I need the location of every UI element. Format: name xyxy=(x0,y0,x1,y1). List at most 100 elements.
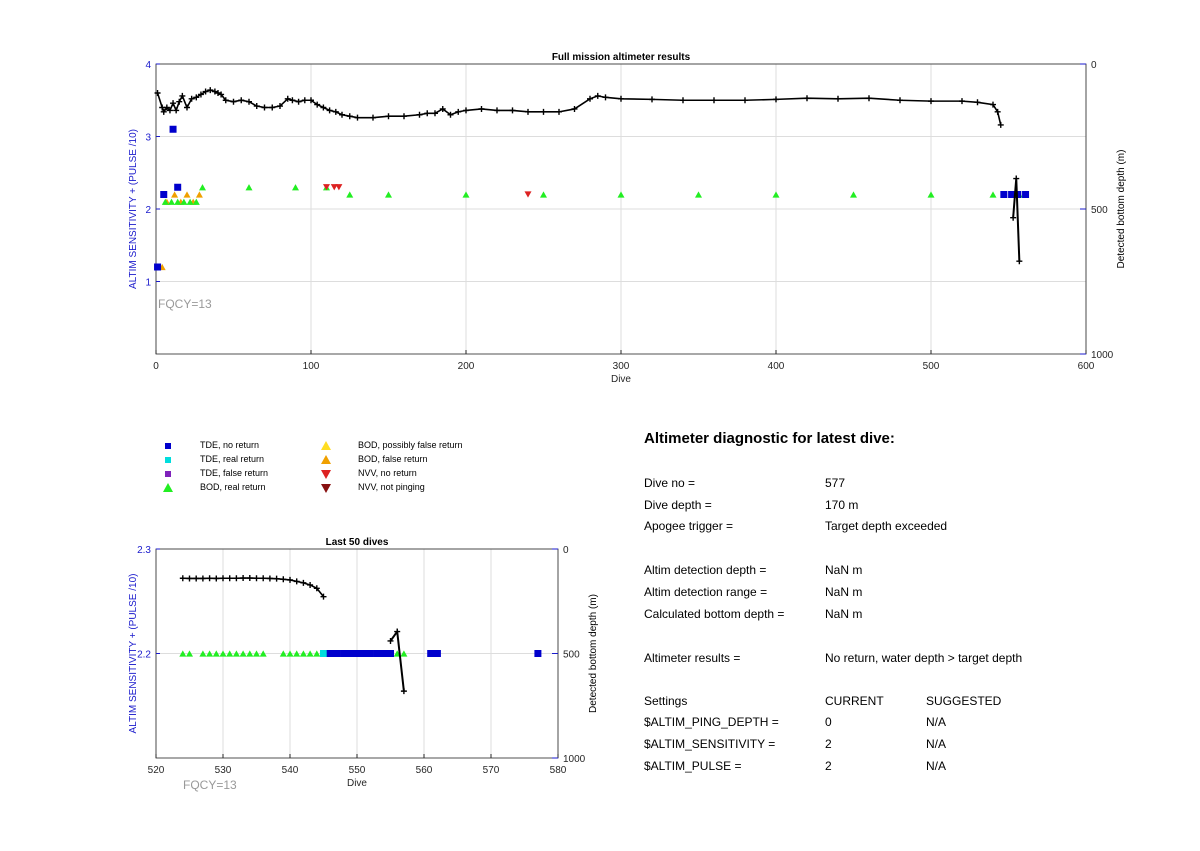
final-dive-depth-point xyxy=(387,637,394,644)
y-right-tick-label: 1000 xyxy=(1091,350,1114,361)
bottom-depth-point xyxy=(199,575,206,582)
bottom-depth-point xyxy=(424,110,431,117)
fqcy-annotation: FQCY=13 xyxy=(183,778,237,792)
y-right-axis-label: Detected bottom depth (m) xyxy=(588,594,599,713)
tde-no-return-marker xyxy=(169,125,177,133)
bod-real-return-marker xyxy=(245,184,253,191)
bod-real-return-marker xyxy=(239,650,247,657)
legend-label: BOD, false return xyxy=(358,454,428,464)
y-right-tick-label: 500 xyxy=(563,650,580,661)
bottom-depth-point xyxy=(314,101,321,108)
final-dive-depth-point xyxy=(400,688,407,695)
bottom-depth-point xyxy=(959,98,965,105)
bottom-depth-point xyxy=(742,97,748,104)
diagnostic-value: 577 xyxy=(825,476,846,490)
bottom-depth-point xyxy=(313,585,320,592)
bottom-depth-point xyxy=(193,575,200,582)
y-right-tick-label: 0 xyxy=(1091,60,1097,71)
nvv-no-return-marker xyxy=(335,184,343,191)
nvv-no-return-marker xyxy=(330,184,338,191)
bottom-depth-point xyxy=(222,97,229,104)
tde-no-return-marker xyxy=(174,183,182,191)
bod-real-return-marker xyxy=(186,650,193,657)
y-tick-label: 2.3 xyxy=(137,545,151,556)
bottom-depth-point xyxy=(455,108,462,115)
bottom-depth-point xyxy=(478,105,485,112)
triangle-up-legend-icon xyxy=(321,455,331,464)
bod-real-return-marker xyxy=(540,191,547,198)
chart-title: Last 50 dives xyxy=(326,537,389,548)
bottom-depth-line xyxy=(182,577,325,598)
settings-header-suggested: SUGGESTED xyxy=(926,694,1002,708)
x-tick-label: 540 xyxy=(282,765,299,776)
bottom-depth-point xyxy=(974,99,981,106)
settings-current: 2 xyxy=(825,737,832,751)
settings-label: $ALTIM_PING_DEPTH = xyxy=(644,715,779,729)
bod-real-return-marker xyxy=(292,184,299,191)
bod-real-return-marker xyxy=(192,198,200,205)
bottom-depth-point xyxy=(230,98,237,105)
bod-real-return-marker xyxy=(212,650,220,657)
settings-header-label: Settings xyxy=(644,694,688,708)
chart-legend: TDE, no return TDE, real return TDE, false… xyxy=(160,440,490,500)
bottom-depth-point xyxy=(202,88,209,95)
triangle-up-legend-icon xyxy=(321,441,331,450)
bottom-depth-point xyxy=(218,91,225,98)
bottom-depth-point xyxy=(997,121,1004,128)
x-tick-label: 570 xyxy=(483,765,500,776)
tde-no-return-marker xyxy=(353,650,361,657)
bottom-depth-point xyxy=(176,98,183,105)
bod-real-return-marker xyxy=(695,191,702,198)
bottom-depth-point xyxy=(711,97,717,104)
bottom-depth-point xyxy=(273,575,280,582)
legend-marker xyxy=(165,471,171,477)
bottom-depth-point xyxy=(220,575,226,582)
bottom-depth-point xyxy=(211,88,218,95)
tde-no-return-marker xyxy=(380,650,388,657)
bod-real-return-marker xyxy=(168,198,175,205)
x-tick-label: 100 xyxy=(303,361,320,372)
bottom-depth-point xyxy=(649,96,655,103)
x-tick-label: 520 xyxy=(148,765,165,776)
bottom-depth-point xyxy=(804,95,810,102)
bottom-depth-point xyxy=(332,108,339,115)
legend-label: BOD, possibly false return xyxy=(358,440,463,450)
triangle-down-legend-icon xyxy=(321,484,331,493)
bottom-depth-point xyxy=(269,104,276,111)
x-tick-label: 500 xyxy=(923,361,940,372)
bod-false-return-marker xyxy=(171,191,179,198)
diagnostic-value: NaN m xyxy=(825,563,863,577)
bottom-depth-point xyxy=(773,96,779,103)
bod-real-return-marker xyxy=(206,650,214,657)
bottom-depth-point xyxy=(928,98,934,105)
y-tick-label: 4 xyxy=(145,60,151,71)
final-dive-depth-point xyxy=(1010,214,1017,221)
bottom-depth-point xyxy=(197,91,204,98)
bottom-depth-point xyxy=(295,98,302,105)
bod-real-return-marker xyxy=(199,184,206,191)
bottom-depth-point xyxy=(206,575,213,582)
diagnostic-label: Altim detection range = xyxy=(644,585,768,599)
bod-real-return-marker xyxy=(286,650,294,657)
x-tick-label: 530 xyxy=(215,765,232,776)
bod-real-return-marker xyxy=(617,191,625,198)
legend-label: TDE, no return xyxy=(200,440,260,450)
bottom-depth-point xyxy=(525,108,531,115)
bod-real-return-marker xyxy=(161,198,169,205)
bottom-depth-point xyxy=(238,97,245,104)
tde-no-return-marker xyxy=(1000,191,1008,198)
legend-marker xyxy=(163,483,173,492)
y-tick-label: 2 xyxy=(145,205,151,216)
bod-real-return-marker xyxy=(772,191,780,198)
square-legend-icon xyxy=(165,471,171,477)
bottom-depth-point xyxy=(213,575,220,582)
bod-real-return-marker xyxy=(385,191,392,198)
bottom-depth-point xyxy=(385,113,392,120)
bottom-depth-point xyxy=(160,108,167,115)
bottom-depth-point xyxy=(540,108,547,115)
fqcy-annotation: FQCY=13 xyxy=(158,297,212,311)
bod-real-return-marker xyxy=(219,650,227,657)
bod-real-return-marker xyxy=(226,650,234,657)
bod-real-return-marker xyxy=(306,650,314,657)
bottom-depth-point xyxy=(287,576,293,583)
